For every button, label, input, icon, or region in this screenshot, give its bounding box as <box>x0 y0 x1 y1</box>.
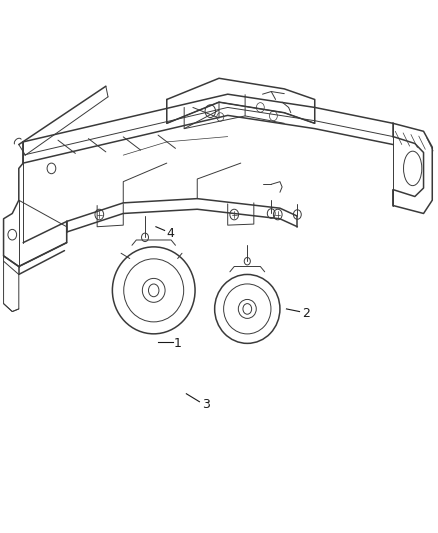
Text: 4: 4 <box>167 227 175 240</box>
Text: 2: 2 <box>302 306 310 320</box>
Text: 1: 1 <box>173 337 181 350</box>
Text: 3: 3 <box>201 398 209 411</box>
